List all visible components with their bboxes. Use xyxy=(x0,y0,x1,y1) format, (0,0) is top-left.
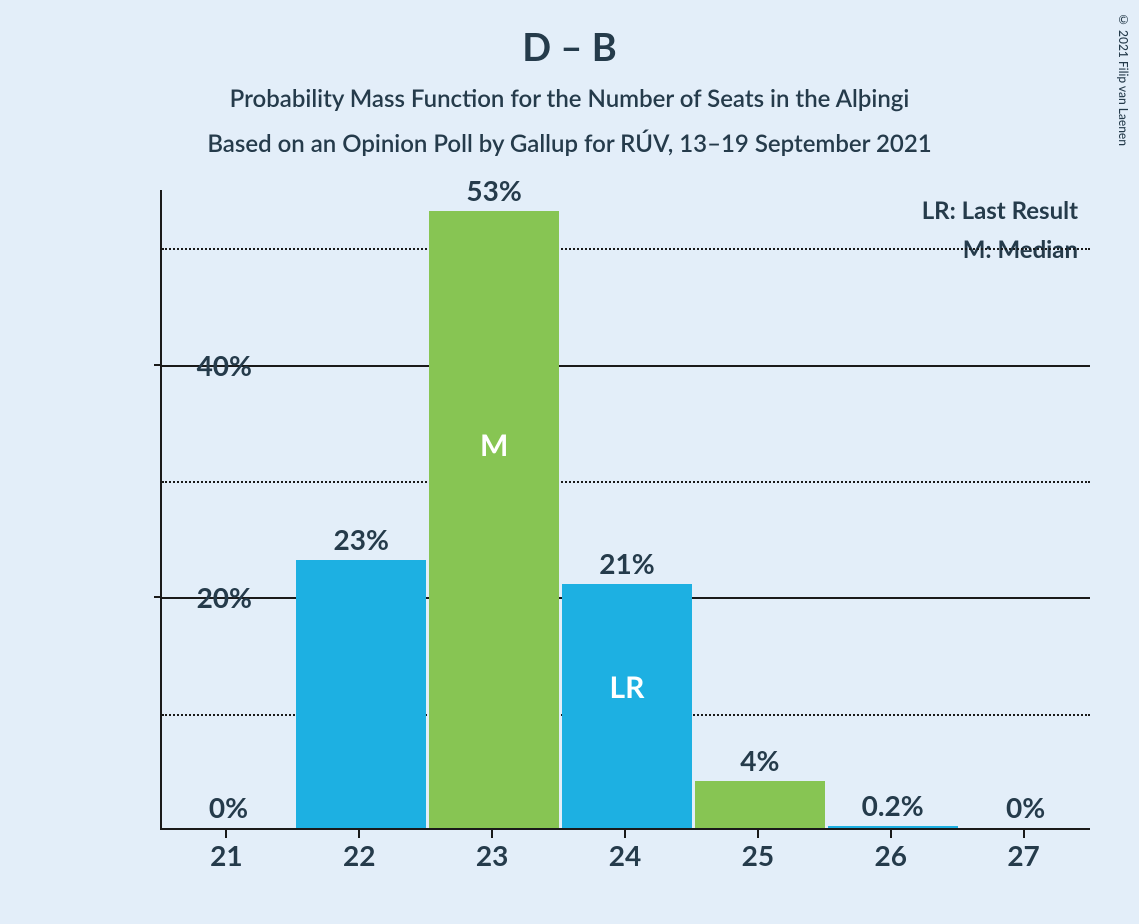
x-tick-mark xyxy=(225,830,227,838)
bar-value-label: 53% xyxy=(429,173,559,207)
x-tick-mark xyxy=(491,830,493,838)
gridline-major xyxy=(162,365,1090,367)
chart-subtitle-2: Based on an Opinion Poll by Gallup for R… xyxy=(0,129,1139,158)
x-axis-label: 26 xyxy=(824,838,957,872)
bar-value-label: 4% xyxy=(695,743,825,777)
legend-lr: LR: Last Result xyxy=(922,196,1078,225)
bar: 21%LR xyxy=(562,584,692,828)
legend: LR: Last Result M: Median xyxy=(922,196,1078,274)
bar: 23% xyxy=(296,560,426,828)
x-tick-mark xyxy=(358,830,360,838)
x-axis-label: 27 xyxy=(957,838,1090,872)
bar: 4% xyxy=(695,781,825,828)
bar: 0.2% xyxy=(828,826,958,828)
x-tick-mark xyxy=(1023,830,1025,838)
bar-value-label: 0% xyxy=(163,790,293,824)
gridline-minor xyxy=(162,248,1090,250)
copyright-label: © 2021 Filip van Laenen xyxy=(1116,12,1131,146)
bar-value-label: 0.2% xyxy=(828,788,958,822)
y-tick-mark xyxy=(154,364,162,366)
bar-annotation: M xyxy=(429,427,559,463)
x-axis-label: 23 xyxy=(426,838,559,872)
x-tick-mark xyxy=(890,830,892,838)
y-axis-label: 40% xyxy=(197,348,252,382)
x-axis-label: 25 xyxy=(691,838,824,872)
bar-value-label: 21% xyxy=(562,546,692,580)
y-axis-label: 20% xyxy=(197,580,252,614)
chart-container: LR: Last Result M: Median 0%23%53%M21%LR… xyxy=(70,190,1100,890)
x-axis-label: 21 xyxy=(160,838,293,872)
y-tick-mark xyxy=(154,596,162,598)
x-tick-mark xyxy=(757,830,759,838)
bar-annotation: LR xyxy=(562,669,692,705)
x-axis-label: 24 xyxy=(559,838,692,872)
gridline-minor xyxy=(162,481,1090,483)
bar-value-label: 0% xyxy=(960,790,1090,824)
bar-value-label: 23% xyxy=(296,522,426,556)
x-axis-label: 22 xyxy=(293,838,426,872)
bar: 53%M xyxy=(429,211,559,828)
chart-title: D – B xyxy=(0,0,1139,70)
plot-area: LR: Last Result M: Median 0%23%53%M21%LR… xyxy=(160,190,1090,830)
x-tick-mark xyxy=(624,830,626,838)
chart-subtitle-1: Probability Mass Function for the Number… xyxy=(0,84,1139,113)
